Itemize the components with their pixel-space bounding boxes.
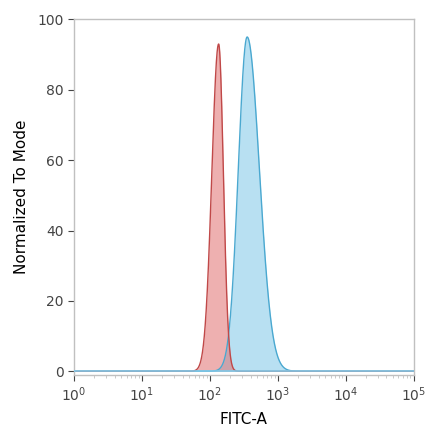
Y-axis label: Normalized To Mode: Normalized To Mode — [14, 120, 29, 274]
X-axis label: FITC-A: FITC-A — [220, 412, 268, 427]
